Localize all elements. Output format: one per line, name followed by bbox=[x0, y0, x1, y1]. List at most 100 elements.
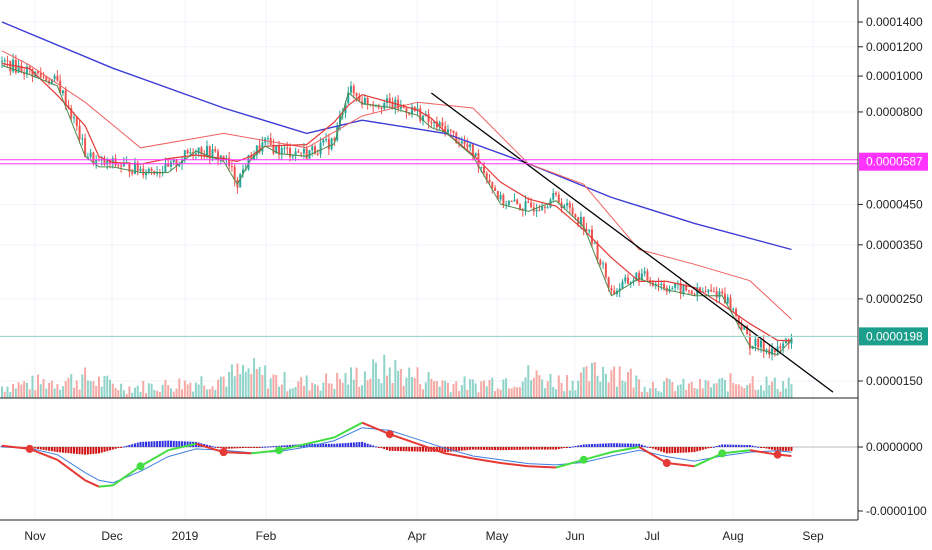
volume-bar bbox=[325, 373, 328, 398]
volume-bar bbox=[316, 385, 319, 398]
candle-up bbox=[241, 169, 244, 174]
macd-histogram-bar bbox=[477, 447, 480, 450]
macd-histogram-bar bbox=[122, 446, 125, 448]
volume-bar bbox=[410, 377, 413, 398]
candle-down bbox=[70, 108, 73, 119]
volume-bar bbox=[718, 378, 721, 398]
volume-bar bbox=[67, 377, 70, 398]
candle-up bbox=[363, 98, 366, 105]
volume-bar bbox=[194, 382, 197, 398]
macd-histogram-bar bbox=[748, 445, 751, 447]
volume-bar bbox=[471, 379, 474, 398]
volume-bar bbox=[449, 392, 452, 398]
macd-line-segment bbox=[555, 458, 584, 469]
macd-histogram-bar bbox=[521, 447, 524, 450]
price-tick-label: 0.0000450 bbox=[866, 197, 923, 211]
macd-histogram-bar bbox=[593, 443, 596, 447]
volume-bar bbox=[416, 367, 419, 398]
macd-histogram-bar bbox=[136, 442, 139, 447]
macd-histogram-bar bbox=[95, 447, 98, 454]
volume-bar bbox=[233, 376, 236, 398]
candle-up bbox=[513, 199, 516, 201]
volume-bar bbox=[424, 382, 427, 398]
volume-bar bbox=[214, 389, 217, 398]
macd-histogram-bar bbox=[325, 443, 328, 447]
macd-histogram-bar bbox=[106, 447, 109, 452]
volume-bar bbox=[494, 391, 497, 398]
candle-up bbox=[480, 166, 483, 168]
candle-down bbox=[305, 148, 308, 159]
macd-histogram-bar bbox=[674, 447, 677, 454]
candle-down bbox=[136, 162, 139, 172]
candle-down bbox=[272, 144, 275, 154]
volume-bar bbox=[433, 381, 436, 398]
candle-up bbox=[156, 172, 159, 174]
candle-down bbox=[278, 145, 280, 155]
price-series bbox=[1, 53, 793, 361]
macd-histogram-bar bbox=[649, 447, 652, 448]
macd-histogram-bar bbox=[361, 441, 364, 447]
macd-histogram-bar bbox=[746, 445, 749, 447]
candle-up bbox=[53, 75, 56, 80]
volume-bar bbox=[81, 374, 84, 398]
candle-down bbox=[452, 130, 455, 133]
macd-histogram-bar bbox=[269, 446, 272, 448]
macd-histogram-bar bbox=[776, 447, 779, 451]
volume-bar bbox=[613, 366, 616, 398]
candle-up bbox=[1, 61, 3, 63]
candle-up bbox=[524, 201, 527, 211]
volume-bar bbox=[474, 383, 477, 398]
ma-long-line bbox=[1, 21, 792, 251]
macd-histogram-bar bbox=[64, 447, 67, 453]
macd-histogram-bar bbox=[452, 447, 455, 452]
candle-down bbox=[286, 147, 289, 149]
volume-bar bbox=[574, 390, 577, 398]
macd-histogram-bar bbox=[735, 444, 738, 447]
macd-histogram-bar bbox=[258, 447, 261, 448]
macd-histogram-bar bbox=[352, 442, 355, 447]
volume-bar bbox=[435, 381, 438, 398]
candle-down bbox=[538, 209, 541, 211]
macd-histogram-bar bbox=[599, 443, 602, 447]
volume-bar bbox=[535, 370, 538, 398]
macd-line-segment bbox=[417, 442, 446, 455]
volume-bar bbox=[186, 384, 189, 398]
volume-bar bbox=[280, 384, 283, 398]
macd-histogram-bar bbox=[588, 444, 591, 447]
macd-histogram-bar bbox=[613, 443, 616, 447]
macd-histogram-bar bbox=[643, 445, 646, 447]
volume-bar bbox=[687, 383, 690, 398]
macd-histogram-bar bbox=[153, 441, 156, 447]
volume-bar bbox=[122, 390, 125, 398]
macd-histogram-bar bbox=[369, 444, 372, 447]
macd-histogram-bar bbox=[34, 447, 37, 449]
candle-down bbox=[28, 66, 31, 70]
macd-histogram-bar bbox=[219, 447, 222, 449]
volume-bar bbox=[330, 383, 333, 398]
candle-down bbox=[37, 71, 40, 74]
candle-down bbox=[64, 90, 67, 106]
volume-bar bbox=[748, 383, 751, 398]
macd-histogram-bar bbox=[444, 447, 447, 453]
candle-up bbox=[255, 145, 258, 155]
macd-histogram-bar bbox=[721, 444, 724, 447]
horizontal-level-label-text: 0.0000587 bbox=[866, 155, 923, 169]
volume-bar bbox=[217, 379, 220, 398]
macd-histogram-bar bbox=[372, 445, 375, 447]
candle-up bbox=[347, 92, 350, 104]
macd-histogram-bar bbox=[621, 443, 624, 447]
macd-histogram-bar bbox=[56, 447, 59, 453]
time-tick-label: Nov bbox=[24, 529, 45, 543]
candle-up bbox=[563, 205, 566, 208]
candle-down bbox=[366, 98, 369, 105]
candle-down bbox=[723, 293, 726, 304]
candle-up bbox=[460, 141, 463, 144]
volume-bar bbox=[751, 376, 754, 398]
macd-histogram-bar bbox=[765, 447, 768, 449]
macd-histogram-bar bbox=[81, 447, 84, 455]
candle-up bbox=[275, 145, 278, 154]
volume-bar bbox=[582, 367, 585, 398]
candle-down bbox=[380, 107, 383, 109]
horizontal-level-label-bg bbox=[859, 152, 928, 171]
macd-histogram-bar bbox=[386, 447, 389, 450]
